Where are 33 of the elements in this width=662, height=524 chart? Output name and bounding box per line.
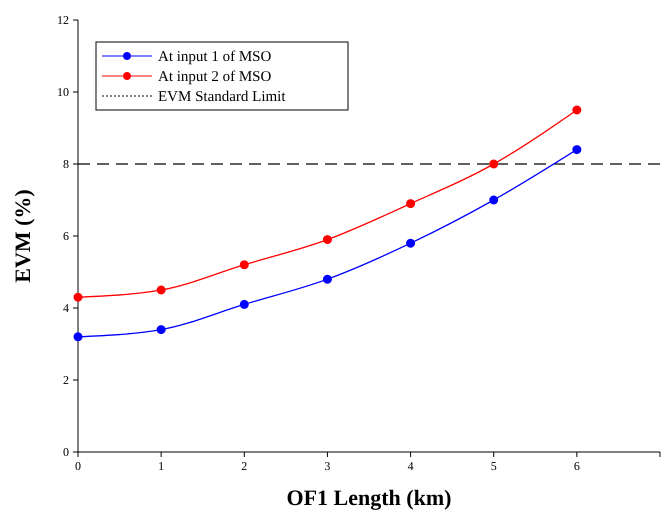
point <box>156 325 166 334</box>
y-tick-label: 0 <box>63 445 69 459</box>
x-tick-label: 0 <box>75 459 81 473</box>
point <box>74 332 82 342</box>
x-tick-label: 6 <box>574 459 580 473</box>
point <box>156 286 166 294</box>
y-tick-label: 12 <box>57 13 69 27</box>
point <box>74 292 82 302</box>
x-axis-title: OF1 Length (km) <box>286 485 452 510</box>
y-tick-label: 10 <box>57 85 69 99</box>
point <box>322 235 332 244</box>
point <box>240 260 249 270</box>
point <box>406 199 416 208</box>
point <box>406 238 416 248</box>
x-tick-label: 4 <box>408 459 414 473</box>
x-tick-label: 2 <box>241 459 248 473</box>
legend-label: EVM Standard Limit <box>158 89 286 105</box>
x-tick-label: 3 <box>324 459 330 473</box>
point <box>572 106 582 114</box>
y-tick-label: 4 <box>63 301 69 315</box>
point <box>322 274 332 284</box>
y-tick-label: 2 <box>63 373 69 387</box>
x-tick-label: 1 <box>158 459 164 473</box>
point <box>240 300 249 309</box>
y-tick-label: 8 <box>63 157 69 171</box>
x-tick-label: 5 <box>490 459 497 473</box>
y-axis-title: EVM (%) <box>10 189 35 283</box>
y-tick-label: 6 <box>63 229 69 243</box>
legend-label: At input 1 of MSO <box>158 49 272 65</box>
legend-label: At input 2 of MSO <box>158 69 272 85</box>
point <box>489 196 498 204</box>
point <box>489 160 498 168</box>
point <box>572 145 582 154</box>
